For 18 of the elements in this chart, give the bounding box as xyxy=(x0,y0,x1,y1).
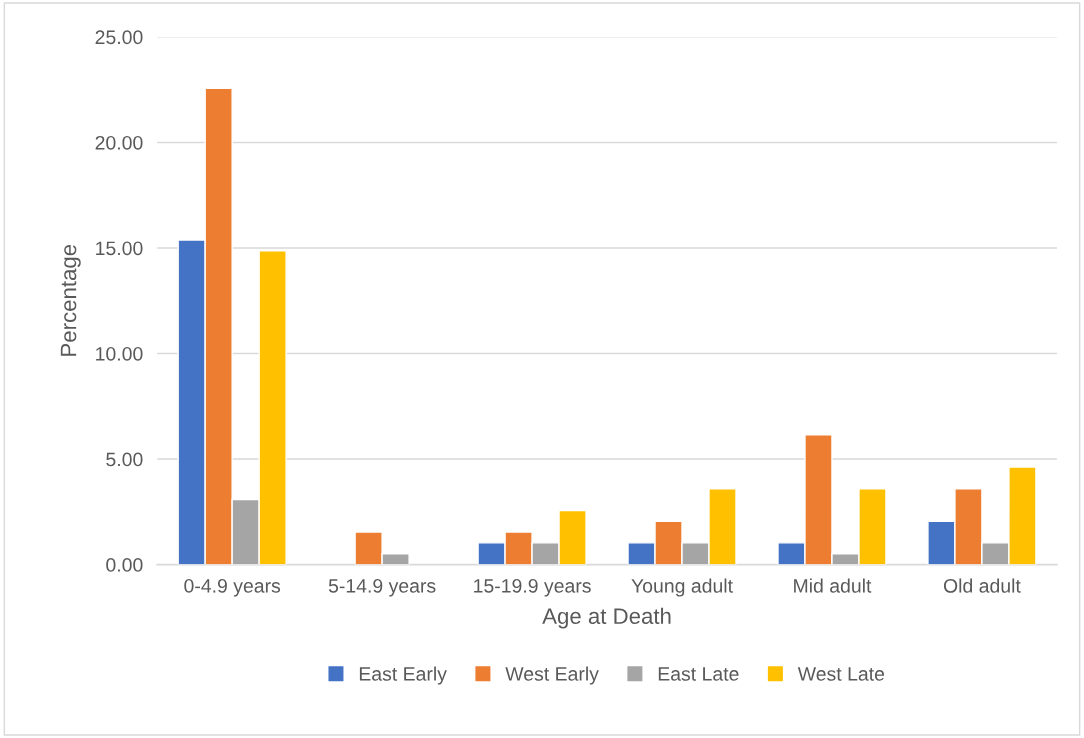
x-tick-label: 15-19.9 years xyxy=(474,578,591,597)
x-axis-title: Age at Death xyxy=(542,607,671,629)
legend-label: West Early xyxy=(505,666,599,685)
y-tick-label: 0.00 xyxy=(106,558,143,572)
x-tick-label: Young adult xyxy=(631,578,733,597)
legend-label: West Late xyxy=(797,667,885,681)
x-tick-label: 0-4.9 years xyxy=(184,578,281,597)
y-tick-label: 5.00 xyxy=(106,452,143,467)
legend-label: East Late xyxy=(658,667,739,681)
y-tick-label: 20.00 xyxy=(95,135,143,150)
y-tick-label: 25.00 xyxy=(95,30,143,45)
y-tick-label: 10.00 xyxy=(96,346,143,361)
y-axis-title: Percentage xyxy=(60,244,81,356)
y-tick-label: 15.00 xyxy=(96,241,143,256)
x-tick-label: 5-14.9 years xyxy=(328,578,436,597)
x-tick-label: Old adult xyxy=(943,578,1021,593)
x-tick-label: Mid adult xyxy=(794,578,872,593)
legend-label: East Early xyxy=(359,666,447,685)
